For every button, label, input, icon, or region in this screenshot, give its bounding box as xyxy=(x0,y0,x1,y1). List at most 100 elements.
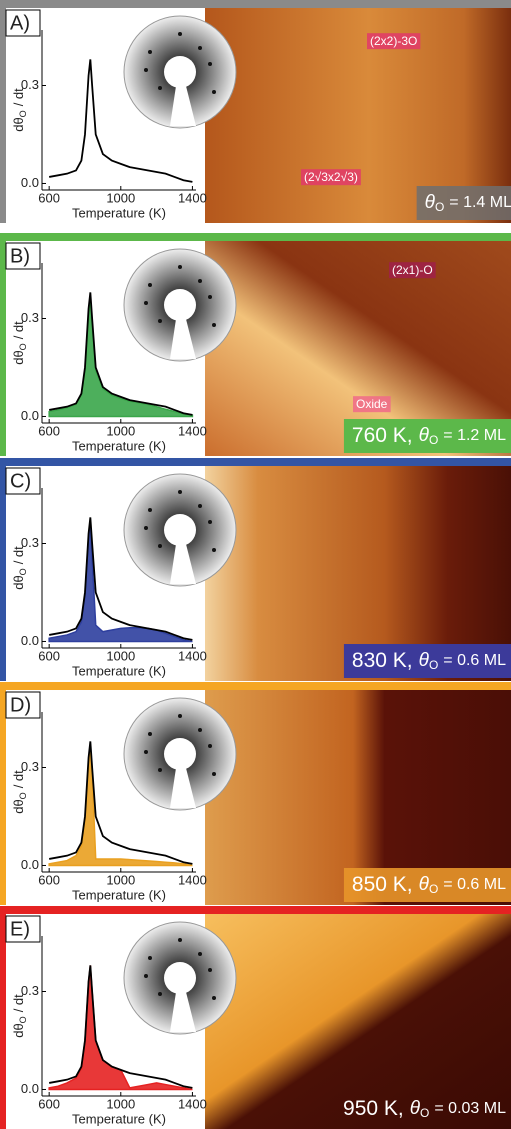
y-tick-label: 0.0 xyxy=(21,1081,39,1096)
annotation: (2x1)-O xyxy=(392,263,433,277)
leed-spot xyxy=(198,504,202,508)
leed-spot xyxy=(148,732,152,736)
panel-top-bar xyxy=(0,458,511,466)
leed-spot xyxy=(208,295,212,299)
leed-spot xyxy=(212,772,216,776)
x-tick-label: 1400 xyxy=(178,423,207,438)
panel-label: D) xyxy=(10,694,31,716)
x-tick-label: 600 xyxy=(38,423,60,438)
x-tick-label: 600 xyxy=(38,872,60,887)
y-tick-label: 0.0 xyxy=(21,857,39,872)
leed-spot xyxy=(158,544,162,548)
caption-temperature: 830 K, xyxy=(352,649,413,672)
leed-spot xyxy=(208,968,212,972)
y-label-subscript: O xyxy=(18,792,28,799)
x-axis-label: Temperature (K) xyxy=(72,205,166,220)
leed-spot xyxy=(158,86,162,90)
x-tick-label: 1000 xyxy=(106,423,135,438)
y-label-subscript: O xyxy=(18,110,28,117)
y-tick-label: 0.0 xyxy=(21,408,39,423)
leed-spot xyxy=(212,323,216,327)
caption-subscript: O xyxy=(435,200,444,214)
leed-spot xyxy=(158,768,162,772)
x-tick-label: 1000 xyxy=(106,1096,135,1111)
y-label-rest: / dt xyxy=(11,546,26,564)
x-tick-label: 1400 xyxy=(178,190,207,205)
caption-subscript: O xyxy=(429,433,438,447)
leed-spot xyxy=(198,46,202,50)
leed-spot xyxy=(148,956,152,960)
x-tick-label: 1400 xyxy=(178,1096,207,1111)
leed-spot xyxy=(148,50,152,54)
leed-spot xyxy=(212,548,216,552)
caption-value: = 0.6 ML xyxy=(443,876,506,893)
leed-spot xyxy=(212,90,216,94)
y-label-main: dθ xyxy=(11,117,26,131)
x-axis-label: Temperature (K) xyxy=(72,1111,166,1126)
leed-spot xyxy=(144,68,148,72)
leed-hole xyxy=(164,514,196,546)
y-label-rest: / dt xyxy=(11,770,26,788)
panel-label: B) xyxy=(10,245,30,267)
y-tick-label: 0.0 xyxy=(21,175,39,190)
x-tick-label: 1000 xyxy=(106,648,135,663)
x-tick-label: 1000 xyxy=(106,872,135,887)
panel-left-bar xyxy=(0,458,6,681)
leed-spot xyxy=(178,938,182,942)
panel-left-bar xyxy=(0,906,6,1129)
y-label-subscript: O xyxy=(18,1016,28,1023)
leed-spot xyxy=(144,301,148,305)
y-label-subscript: O xyxy=(18,568,28,575)
caption-temperature: 950 K, xyxy=(343,1097,404,1120)
caption-value: = 1.2 ML xyxy=(443,427,506,444)
x-tick-label: 600 xyxy=(38,190,60,205)
leed-spot xyxy=(144,526,148,530)
x-tick-label: 600 xyxy=(38,648,60,663)
caption-subscript: O xyxy=(429,882,438,896)
caption-temperature: 760 K, xyxy=(352,424,413,447)
leed-spot xyxy=(208,520,212,524)
caption-value: = 1.4 ML xyxy=(449,194,511,211)
leed-spot xyxy=(144,974,148,978)
leed-hole xyxy=(164,56,196,88)
y-label-main: dθ xyxy=(11,1023,26,1037)
panel: B)600100014000.00.3Temperature (K)dθO/ d… xyxy=(0,233,511,456)
leed-spot xyxy=(198,279,202,283)
y-label-main: dθ xyxy=(11,350,26,364)
caption-subscript: O xyxy=(429,658,438,672)
y-label-rest: / dt xyxy=(11,321,26,339)
x-axis-label: Temperature (K) xyxy=(72,887,166,902)
caption-value: = 0.03 ML xyxy=(434,1100,506,1117)
leed-hole xyxy=(164,962,196,994)
caption-value: = 0.6 ML xyxy=(443,652,506,669)
annotation: (2x2)-3O xyxy=(370,34,417,48)
annotation: Oxide xyxy=(356,397,388,411)
leed-hole xyxy=(164,738,196,770)
panel-top-bar xyxy=(0,682,511,690)
leed-spot xyxy=(212,996,216,1000)
leed-spot xyxy=(198,952,202,956)
y-tick-label: 0.0 xyxy=(21,633,39,648)
panel-top-bar xyxy=(0,0,511,8)
caption-subscript: O xyxy=(420,1106,429,1120)
x-tick-label: 1400 xyxy=(178,648,207,663)
leed-spot xyxy=(158,319,162,323)
leed-spot xyxy=(178,32,182,36)
y-label-main: dθ xyxy=(11,575,26,589)
y-label-rest: / dt xyxy=(11,994,26,1012)
leed-spot xyxy=(148,508,152,512)
panel-left-bar xyxy=(0,233,6,456)
figure: A)600100014000.00.3Temperature (K)dθO/ d… xyxy=(0,0,511,1129)
panel-left-bar xyxy=(0,0,6,223)
annotation: (2√3x2√3) xyxy=(304,170,358,184)
leed-spot xyxy=(208,62,212,66)
leed-spot xyxy=(198,728,202,732)
leed-spot xyxy=(158,992,162,996)
panel-label: E) xyxy=(10,918,30,940)
panel-top-bar xyxy=(0,906,511,914)
x-tick-label: 600 xyxy=(38,1096,60,1111)
panel-top-bar xyxy=(0,233,511,241)
